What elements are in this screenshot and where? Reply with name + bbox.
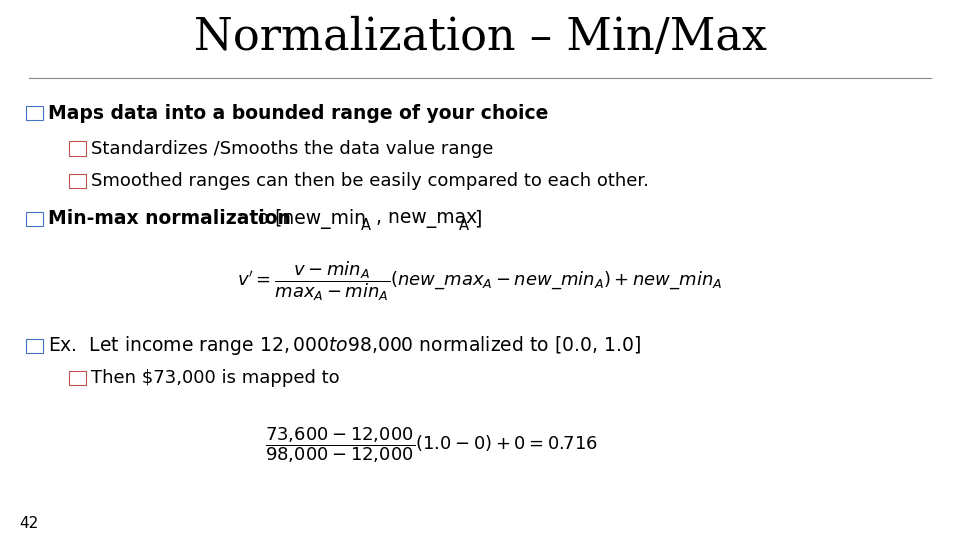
Text: Then $73,000 is mapped to: Then $73,000 is mapped to <box>91 369 340 387</box>
FancyBboxPatch shape <box>26 212 43 226</box>
Text: Normalization – Min/Max: Normalization – Min/Max <box>194 16 766 59</box>
Text: Min-max normalization: Min-max normalization <box>48 209 291 228</box>
Text: $v' = \dfrac{v - min_A}{max_A - min_A}(new\_max_A - new\_min_A) + new\_min_A$: $v' = \dfrac{v - min_A}{max_A - min_A}(n… <box>237 259 723 302</box>
FancyBboxPatch shape <box>26 106 43 120</box>
Text: : to [new_min: : to [new_min <box>238 208 366 229</box>
Text: 42: 42 <box>19 516 38 531</box>
FancyBboxPatch shape <box>69 141 86 156</box>
FancyBboxPatch shape <box>69 174 86 188</box>
Text: ]: ] <box>474 209 482 228</box>
Text: A: A <box>361 218 371 233</box>
FancyBboxPatch shape <box>69 371 86 385</box>
FancyBboxPatch shape <box>26 339 43 353</box>
Text: Standardizes /Smooths the data value range: Standardizes /Smooths the data value ran… <box>91 139 493 158</box>
Text: Ex.  Let income range $12,000 to $98,000 normalized to [0.0, 1.0]: Ex. Let income range $12,000 to $98,000 … <box>48 334 640 357</box>
Text: $\dfrac{73{,}600 - 12{,}000}{98{,}000 - 12{,}000}(1.0 - 0) + 0 = 0.716$: $\dfrac{73{,}600 - 12{,}000}{98{,}000 - … <box>265 426 599 465</box>
Text: , new_max: , new_max <box>376 209 477 228</box>
Text: Smoothed ranges can then be easily compared to each other.: Smoothed ranges can then be easily compa… <box>91 172 649 190</box>
Text: Maps data into a bounded range of your choice: Maps data into a bounded range of your c… <box>48 104 548 123</box>
Text: A: A <box>459 218 468 233</box>
